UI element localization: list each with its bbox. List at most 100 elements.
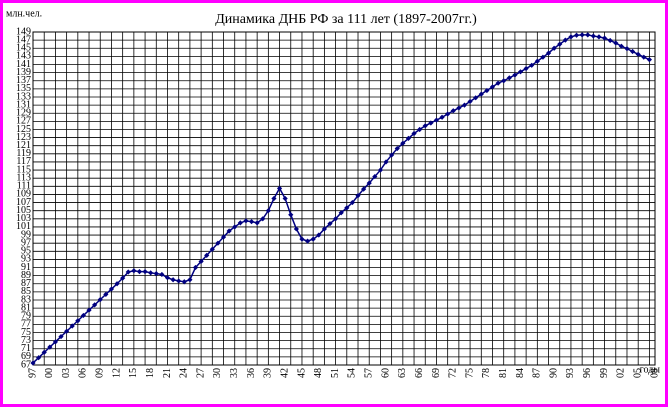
data-point	[389, 152, 395, 158]
data-point	[646, 57, 652, 63]
data-point	[226, 228, 232, 234]
y-tick-label: 91	[21, 262, 31, 273]
data-point	[344, 205, 350, 211]
data-point	[220, 234, 227, 240]
data-point	[159, 271, 165, 278]
y-tick-label: 73	[21, 335, 31, 346]
y-tick-label: 77	[21, 319, 31, 330]
data-point	[316, 232, 322, 238]
x-tick-label: 08	[649, 368, 660, 378]
y-tick-label: 105	[16, 205, 31, 216]
x-tick-label: 93	[565, 368, 576, 378]
data-point	[461, 102, 468, 108]
data-point	[36, 355, 42, 361]
x-tick-label: 78	[481, 368, 492, 378]
data-point	[523, 65, 529, 72]
data-point	[573, 32, 580, 38]
data-point	[377, 167, 384, 173]
data-point	[215, 240, 221, 246]
x-tick-label: 12	[111, 368, 122, 378]
data-point	[181, 279, 187, 285]
x-tick-label: 27	[195, 368, 206, 378]
data-point	[585, 32, 591, 38]
data-point	[153, 271, 159, 277]
data-point	[512, 72, 518, 78]
y-tick-label: 97	[21, 237, 31, 248]
data-point	[30, 360, 36, 366]
data-point	[422, 123, 428, 129]
data-point	[299, 236, 305, 242]
data-point	[75, 318, 81, 324]
y-tick-label: 75	[21, 327, 31, 338]
y-tick-label: 93	[21, 254, 31, 265]
x-tick-label: 90	[548, 368, 559, 378]
data-point	[125, 269, 131, 275]
y-tick-label: 141	[16, 59, 31, 70]
data-point	[80, 312, 87, 319]
data-point	[131, 268, 137, 274]
y-tick-label: 119	[16, 148, 31, 159]
data-point	[103, 291, 109, 297]
data-point	[52, 339, 59, 345]
data-point	[170, 277, 176, 283]
data-point	[321, 226, 327, 232]
data-point	[271, 195, 277, 202]
y-tick-label: 87	[21, 278, 31, 289]
data-point	[489, 84, 496, 90]
y-tick-label: 125	[16, 124, 31, 135]
y-tick-label: 99	[21, 229, 31, 240]
y-axis-label: млн.чел.	[6, 8, 42, 19]
data-point	[607, 37, 613, 44]
chart-title: Динамика ДНБ РФ за 111 лет (1897-2007гг.…	[215, 12, 477, 27]
data-point	[260, 216, 266, 222]
x-tick-label: 15	[128, 368, 139, 378]
data-point	[590, 33, 596, 39]
data-point	[164, 275, 171, 281]
data-point	[248, 219, 255, 225]
data-point	[47, 344, 53, 350]
x-axis-label: годы	[640, 364, 661, 375]
data-point	[445, 111, 451, 117]
data-point	[176, 278, 182, 284]
x-tick-label: 03	[61, 368, 72, 378]
data-point	[282, 195, 288, 202]
data-point	[394, 145, 400, 152]
data-point	[366, 180, 372, 186]
x-tick-label: 02	[616, 368, 627, 378]
data-point	[484, 87, 490, 94]
y-tick-label: 81	[21, 302, 31, 313]
data-point	[495, 80, 501, 86]
x-tick-label: 36	[246, 368, 257, 378]
data-point	[355, 193, 361, 199]
data-point	[349, 199, 356, 206]
x-tick-label: 54	[347, 368, 358, 378]
x-tick-label: 00	[44, 368, 55, 378]
plot-area	[32, 31, 656, 366]
data-point	[148, 270, 154, 276]
data-point	[142, 268, 148, 275]
data-point	[579, 32, 585, 38]
data-point	[478, 91, 484, 97]
x-tick-label: 33	[229, 368, 240, 378]
y-tick-label: 67	[21, 359, 31, 370]
data-point	[69, 323, 75, 329]
x-tick-label: 21	[162, 368, 173, 378]
y-tick-label: 149	[16, 26, 31, 37]
data-point	[400, 140, 406, 146]
x-tick-label: 66	[414, 368, 425, 378]
x-tick-label: 06	[78, 368, 89, 378]
y-tick-label: 143	[16, 51, 31, 62]
x-tick-label: 42	[279, 368, 290, 378]
y-tick-label: 127	[16, 116, 31, 127]
y-tick-label: 121	[16, 140, 31, 151]
y-tick-label: 139	[16, 67, 31, 78]
data-point	[243, 218, 249, 224]
data-point	[108, 286, 115, 292]
data-point	[456, 105, 462, 111]
y-tick-label: 123	[16, 132, 31, 143]
y-tick-label: 133	[16, 91, 31, 102]
data-point	[327, 221, 333, 227]
data-point	[383, 159, 389, 165]
y-tick-label: 101	[16, 221, 31, 232]
